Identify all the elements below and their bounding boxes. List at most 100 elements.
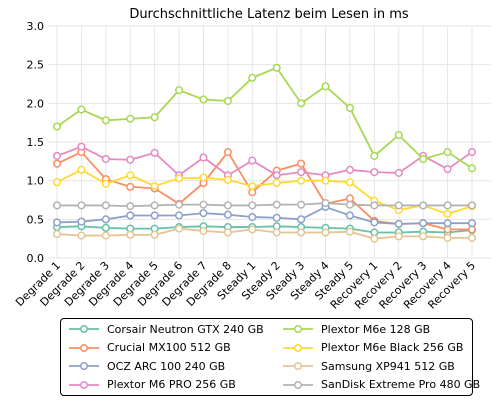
data-point [345, 165, 354, 174]
data-point [52, 159, 62, 168]
series-3 [52, 142, 477, 180]
data-point [77, 142, 86, 151]
series-line [56, 225, 473, 234]
legend-marker [283, 380, 313, 389]
data-point [223, 210, 232, 219]
data-point [443, 233, 452, 242]
data-point [321, 199, 330, 208]
y-tick-label: 1.0 [27, 175, 45, 188]
data-point [394, 219, 403, 229]
data-point [101, 201, 110, 210]
data-point [272, 178, 281, 188]
data-point [175, 224, 184, 233]
data-point [52, 201, 62, 210]
data-point [272, 63, 281, 72]
data-point [101, 223, 110, 232]
data-point [52, 178, 62, 187]
data-point [248, 212, 257, 222]
data-point [126, 230, 135, 239]
data-point [467, 148, 477, 157]
series-2 [52, 202, 477, 229]
y-tick-label: 3.0 [27, 20, 45, 33]
data-point [443, 201, 452, 210]
data-point [345, 200, 354, 209]
legend-label: Samsung XP941 512 GB [321, 359, 455, 373]
data-point [223, 228, 232, 237]
legend-marker [69, 380, 99, 389]
data-point [419, 201, 428, 210]
data-point [150, 182, 159, 191]
data-point [297, 168, 306, 177]
data-point [297, 176, 306, 185]
data-point [150, 230, 159, 239]
data-point [394, 130, 403, 140]
series-line [56, 66, 473, 170]
data-point [175, 86, 184, 95]
data-point [223, 148, 232, 157]
data-point [248, 201, 257, 210]
data-point [77, 165, 86, 174]
data-point [126, 171, 135, 180]
data-point [370, 201, 379, 210]
data-point [150, 148, 159, 157]
data-point [52, 122, 62, 131]
series-5 [52, 165, 477, 218]
data-point [126, 211, 135, 220]
legend-label: Crucial MX100 512 GB [107, 341, 231, 354]
data-point [126, 182, 135, 191]
series-line [56, 227, 472, 240]
data-point [370, 168, 379, 177]
legend-item: SanDisk Extreme Pro 480 GB [281, 376, 480, 394]
data-point [297, 200, 306, 209]
data-point [419, 154, 428, 164]
y-tick-label: 2.5 [27, 59, 45, 72]
legend-label: Plextor M6e 128 GB [321, 322, 431, 336]
data-point [77, 217, 86, 226]
series-4 [52, 63, 477, 173]
data-point [101, 179, 110, 188]
data-point [150, 201, 159, 210]
data-point [126, 114, 135, 123]
data-point [443, 148, 452, 157]
data-point [101, 215, 110, 224]
data-point [52, 229, 62, 239]
legend-item: Plextor M6e Black 256 GB [281, 339, 463, 357]
data-point [345, 211, 354, 220]
data-point [272, 228, 281, 237]
legend-marker [283, 343, 313, 352]
data-point [223, 175, 232, 184]
series-line [56, 168, 473, 215]
data-point [467, 219, 477, 228]
data-point [150, 113, 159, 122]
data-point [467, 201, 477, 210]
data-point [126, 202, 135, 211]
data-point [175, 200, 184, 209]
data-point [345, 178, 354, 187]
y-tick-labels: 0.0 0.5 1.0 1.5 2.0 2.5 3.0 [27, 20, 45, 265]
legend-item: OCZ ARC 100 240 GB [67, 357, 225, 375]
data-point [199, 95, 208, 104]
chart-title: Durchschnittliche Latenz beim Lesen in m… [129, 7, 409, 22]
data-point [52, 151, 62, 160]
series-6 [52, 224, 477, 243]
data-point [419, 219, 428, 228]
data-point [272, 171, 281, 180]
data-point [272, 200, 281, 209]
data-point [345, 227, 354, 236]
data-point [101, 231, 110, 240]
data-point [370, 218, 379, 227]
legend: Corsair Neutron GTX 240 GB Crucial MX100 … [60, 318, 480, 396]
series-7 [52, 199, 477, 211]
data-point [297, 99, 306, 108]
data-point [321, 176, 330, 185]
series-layer [52, 63, 477, 243]
data-point [150, 211, 159, 220]
data-point [394, 232, 403, 241]
data-point [77, 105, 86, 114]
legend-label: Plextor M6 PRO 256 GB [107, 378, 236, 391]
y-tick-label: 0.5 [27, 213, 45, 226]
data-point [248, 225, 257, 234]
legend-marker [283, 324, 313, 334]
data-point [297, 159, 306, 168]
